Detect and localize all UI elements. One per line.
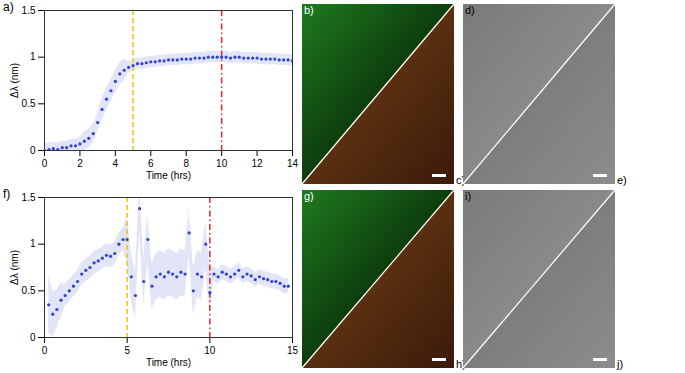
- svg-text:10: 10: [204, 345, 216, 356]
- svg-text:15: 15: [287, 345, 299, 356]
- html-text:f): f): [3, 187, 11, 201]
- svg-text:0: 0: [30, 332, 36, 343]
- svg-text:12: 12: [252, 158, 264, 169]
- svg-text:j): j): [616, 358, 623, 370]
- svg-text:14: 14: [287, 158, 299, 169]
- html-text:a): a): [3, 0, 14, 14]
- svg-text:8: 8: [183, 158, 189, 169]
- svg-text:d): d): [465, 4, 475, 16]
- svg-text:b): b): [304, 4, 314, 16]
- svg-text:2: 2: [77, 158, 83, 169]
- svg-text:1.5: 1.5: [22, 192, 36, 203]
- svg-text:e): e): [617, 174, 627, 186]
- svg-text:Δλ (nm): Δλ (nm): [9, 250, 20, 285]
- svg-text:1.5: 1.5: [22, 5, 36, 16]
- svg-text:g): g): [304, 190, 314, 202]
- svg-text:4: 4: [113, 158, 119, 169]
- svg-text:10: 10: [216, 158, 228, 169]
- svg-text:0: 0: [42, 158, 48, 169]
- svg-text:1: 1: [30, 51, 36, 62]
- svg-text:0.5: 0.5: [22, 98, 36, 109]
- svg-text:i): i): [465, 190, 471, 202]
- svg-text:Δλ (nm): Δλ (nm): [9, 63, 20, 98]
- svg-text:6: 6: [148, 158, 154, 169]
- svg-text:5: 5: [124, 345, 130, 356]
- svg-text:0.5: 0.5: [22, 285, 36, 296]
- svg-text:h): h): [456, 358, 466, 370]
- svg-text:Time (hrs): Time (hrs): [146, 170, 191, 181]
- svg-text:0: 0: [42, 345, 48, 356]
- svg-text:c): c): [456, 174, 466, 186]
- svg-text:0: 0: [30, 145, 36, 156]
- svg-text:Time (hrs): Time (hrs): [146, 357, 191, 368]
- svg-text:1: 1: [30, 238, 36, 249]
